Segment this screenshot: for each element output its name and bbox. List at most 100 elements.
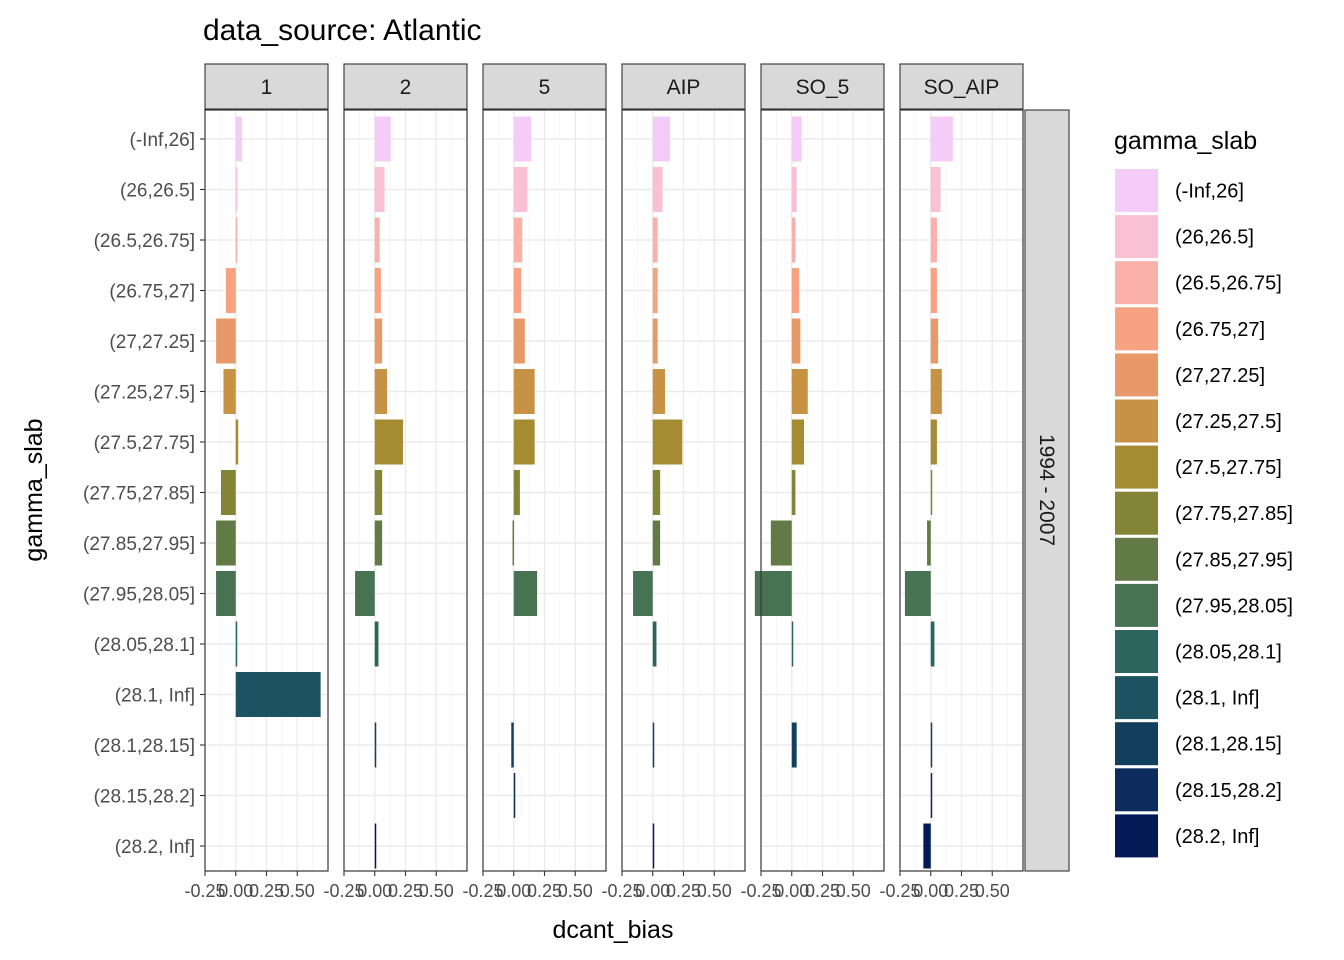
bar [512,520,515,566]
bar [374,217,380,263]
bar [930,369,942,414]
legend-key [1115,814,1158,858]
legend-key [1115,353,1158,397]
legend-label: (26.5,26.75] [1175,273,1282,295]
bar [754,571,792,616]
x-tick-label: 0.50 [280,881,315,901]
legend-label: (28.05,28.1] [1175,642,1282,664]
bar [374,419,404,465]
facet-panel: SO_5 -0.250.000.250.50 [740,63,885,901]
y-tick-label: (27,27.25] [109,332,195,353]
legend-key [1115,307,1158,351]
row-strip: 1994 - 2007 [1024,109,1070,872]
x-tick-label: 0.25 [388,881,423,901]
x-tick-label: -0.25 [879,881,920,901]
bar [930,268,937,313]
legend-label: (28.1,28.15] [1175,734,1282,756]
bar [930,621,935,667]
bar [930,419,937,465]
bar [374,621,379,667]
x-tick-label: 0.50 [697,881,732,901]
x-tick-label: -0.25 [601,881,642,901]
y-tick-label: (27.25,27.5] [94,383,195,404]
facet-strip-label: SO_AIP [924,76,1000,99]
y-tick-label: (26,26.5] [120,181,195,202]
bar [791,419,805,465]
legend-key [1115,630,1158,673]
bar [235,116,242,162]
bar [355,571,375,616]
facet-strip [343,63,468,110]
x-tick-label: 0.00 [357,881,392,901]
bar [374,116,391,162]
bar [511,722,514,768]
chart-title: data_source: Atlantic [203,14,482,47]
bar [652,217,658,263]
bar [225,268,236,313]
y-tick-label: (28.15,28.2] [94,787,195,808]
bar [652,167,663,212]
bar [513,318,525,364]
bar [513,116,531,162]
facet-strip-label: 2 [400,76,412,99]
legend-key [1115,399,1158,443]
facet-strip [760,63,885,110]
y-tick-label: (27.5,27.75] [94,433,195,454]
legend-items: (-Inf,26] (26,26.5] (26.5,26.75] (26.75,27]… [1115,169,1293,858]
legend-label: (27,27.25] [1175,365,1265,387]
bar [652,621,657,667]
facet-panel: 1 -0.250.000.250.50 [184,63,329,901]
x-tick-label: 0.00 [218,881,253,901]
legend-label: (27.5,27.75] [1175,457,1282,479]
facet-strip-label: 5 [539,76,551,99]
bar [652,116,670,162]
legend-key [1115,537,1158,581]
legend-key [1115,768,1158,812]
bar [791,318,801,364]
bar [930,167,941,212]
bar [791,217,796,263]
bar [791,621,794,667]
legend-title: gamma_slab [1114,127,1257,155]
legend-label: (28.15,28.2] [1175,780,1282,802]
bar [930,116,953,162]
x-tick-label: 0.00 [913,881,948,901]
bar [216,571,236,616]
y-tick-label: (27.95,28.05] [83,585,195,606]
legend-label: (27.85,27.95] [1175,549,1293,571]
legend-key [1115,491,1158,535]
bar [633,571,653,616]
bar [923,823,931,869]
bar [770,520,792,566]
legend-label: (27.75,27.85] [1175,503,1293,525]
bar [220,470,236,515]
facet-strip-label: SO_5 [796,76,850,99]
legend-key [1115,722,1158,766]
x-tick-label: 0.50 [558,881,593,901]
facet-strip [482,63,607,110]
y-tick-label: (26.75,27] [109,282,195,303]
bar [791,470,796,515]
x-tick-label: -0.25 [184,881,225,901]
x-tick-label: 0.00 [774,881,809,901]
bar [791,167,797,212]
legend-label: (-Inf,26] [1175,181,1244,203]
x-tick-label: 0.25 [805,881,840,901]
bar [930,318,939,364]
bar [930,722,933,768]
legend-key [1115,215,1158,259]
bar [930,470,933,515]
bar [513,470,520,515]
bar [374,268,381,313]
legend-key [1115,676,1158,720]
y-tick-label: (28.2, Inf] [115,837,195,858]
facet-strip-label: AIP [667,76,701,99]
x-tick-label: 0.50 [836,881,871,901]
bar [235,419,239,465]
x-tick-label: 0.25 [249,881,284,901]
legend-label: (26,26.5] [1175,227,1254,249]
x-tick-label: -0.25 [740,881,781,901]
facet-strip [899,63,1024,110]
y-tick-label: (28.1,28.15] [94,736,195,757]
